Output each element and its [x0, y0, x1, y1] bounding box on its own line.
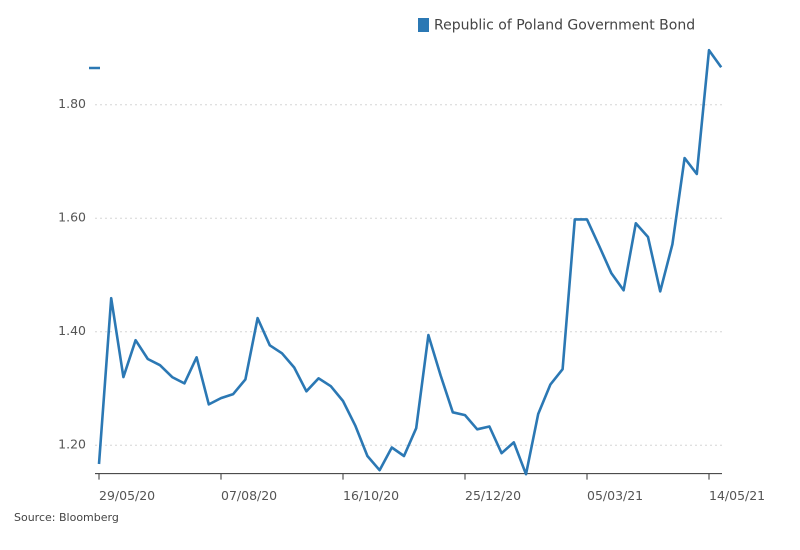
y-tick-label: 1.80 — [58, 96, 86, 111]
x-tick-label: 14/05/21 — [709, 488, 765, 503]
x-tick-label: 29/05/20 — [99, 488, 155, 503]
y-tick-label: 1.40 — [58, 323, 86, 338]
legend-swatch — [418, 18, 429, 32]
x-tick-label: 07/08/20 — [221, 488, 277, 503]
source-note: Source: Bloomberg — [14, 511, 119, 524]
x-tick-label: 05/03/21 — [587, 488, 643, 503]
x-tick-label: 16/10/20 — [343, 488, 399, 503]
legend-label: Republic of Poland Government Bond — [434, 18, 695, 34]
y-tick-label: 1.60 — [58, 210, 86, 225]
y-tick-label: 1.20 — [58, 437, 86, 452]
x-tick-label: 25/12/20 — [465, 488, 521, 503]
series-line — [97, 48, 723, 476]
